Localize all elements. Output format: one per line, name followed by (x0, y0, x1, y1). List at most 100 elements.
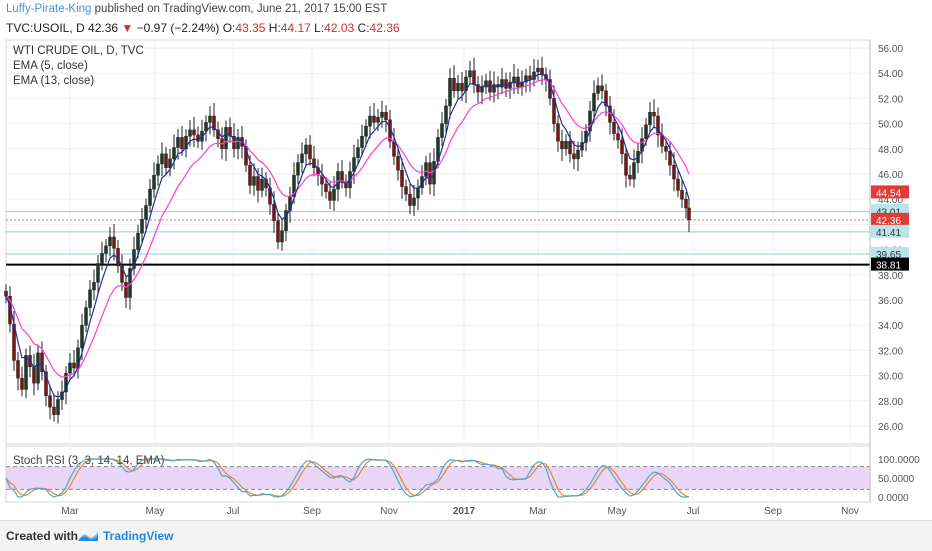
candle-body (256, 176, 260, 191)
open-value: 43.35 (235, 21, 266, 35)
candle-body (176, 137, 180, 148)
candle-body (360, 135, 364, 148)
candle-body (260, 178, 264, 191)
footer-bar: Created with TradingView (0, 520, 932, 551)
candle-body (356, 147, 360, 158)
candle-body (92, 282, 96, 291)
candle-body (592, 93, 596, 112)
candle-body (644, 124, 648, 139)
candle-body (528, 75, 532, 80)
candle-body (328, 191, 332, 201)
y-tick-label: 38.00 (878, 271, 903, 282)
created-with-label: Created with (6, 529, 79, 543)
candle-body (380, 112, 384, 118)
tradingview-brand-link[interactable]: TradingView (103, 529, 174, 543)
candle-body (332, 188, 336, 201)
candle-body (384, 112, 388, 121)
candle-body (452, 77, 456, 92)
candle-body (172, 147, 176, 160)
candle-body (112, 236, 116, 249)
candle-body (96, 263, 100, 283)
close-value: 42.36 (369, 21, 400, 35)
candle-body (80, 324, 84, 349)
x-tick-label: Sep (764, 506, 782, 517)
y-tick-label: 34.00 (878, 321, 903, 332)
candle-body (188, 129, 192, 137)
candle-body (48, 395, 52, 408)
candle-body (136, 232, 140, 250)
candle-body (312, 158, 316, 168)
price-label-text: 42.36 (876, 216, 901, 227)
candle-body (192, 129, 196, 136)
candle-body (124, 282, 128, 298)
y-tick-label: 32.00 (878, 346, 903, 357)
candle-body (64, 372, 68, 393)
y-tick-label: 52.00 (878, 94, 903, 105)
candle-body (368, 115, 372, 127)
x-tick-label: Mar (529, 506, 547, 517)
candle-body (456, 83, 460, 92)
symbol-label: TVC:USOIL, D (6, 21, 85, 35)
candle-body (104, 245, 108, 254)
x-tick-label: May (608, 506, 627, 517)
candle-body (652, 112, 656, 117)
legend-stoch-rsi[interactable]: Stoch RSI (3, 3, 14, 14, EMA) (13, 455, 165, 467)
candle-body (16, 360, 20, 379)
candle-body (132, 249, 136, 269)
candle-body (524, 75, 528, 83)
stoch-rsi-k-line (5, 458, 689, 498)
low-value: 42.03 (324, 21, 355, 35)
x-tick-label: Nov (380, 506, 398, 517)
candle-body (212, 115, 216, 131)
candle-body (160, 153, 164, 165)
x-tick-label: May (146, 506, 165, 517)
candle-body (72, 362, 76, 369)
x-tick-label: Mar (61, 506, 79, 517)
candle-body (272, 203, 276, 221)
candle-body (340, 171, 344, 182)
legend-title: WTI CRUDE OIL, D, TVC (13, 45, 144, 57)
price-label-box (871, 257, 909, 271)
candle-body (672, 164, 676, 180)
candle-body (564, 140, 568, 150)
tradingview-logo-icon[interactable] (77, 529, 99, 548)
price-label-text: 44.54 (876, 188, 901, 199)
candle-body (676, 178, 680, 191)
legend-ema5[interactable]: EMA (5, close) (13, 60, 88, 72)
candle-body (300, 153, 304, 163)
candle-body (308, 144, 312, 160)
price-chart[interactable]: 100.0000 50.0000 0.0000 56.00 54.00 52.00 50.… (0, 0, 932, 520)
y-tick-label: 26.00 (878, 422, 903, 433)
price-label-box (871, 224, 909, 238)
candle-body (620, 139, 624, 155)
candle-body (476, 84, 480, 93)
candle-body (76, 347, 80, 369)
candle-body (612, 122, 616, 134)
candle-body (324, 183, 328, 192)
candle-body (568, 140, 572, 155)
candle-body (516, 76, 520, 88)
candle-body (604, 90, 608, 107)
candle-body (468, 70, 472, 78)
close-label: C: (357, 21, 370, 35)
candle-body (372, 115, 376, 123)
candle-body (480, 86, 484, 93)
candle-body (600, 85, 604, 92)
legend-ema13[interactable]: EMA (13, close) (13, 75, 95, 87)
y-tick-label: 28.00 (878, 397, 903, 408)
candle-body (560, 140, 564, 150)
candle-body (504, 79, 508, 89)
candle-body (392, 140, 396, 157)
stoch-rsi-tick: 100.0000 (878, 455, 920, 466)
author-link[interactable]: Luffy-Pirate-King (6, 3, 92, 15)
candle-body (684, 198, 688, 209)
candle-body (400, 169, 404, 187)
candle-body (396, 156, 400, 171)
ema5-line (5, 73, 690, 398)
candle-body (156, 163, 160, 176)
stoch-rsi-tick: 0.0000 (878, 493, 909, 504)
candle-body (484, 80, 488, 88)
x-tick-label: Nov (841, 506, 859, 517)
price-label-text: 39.65 (876, 250, 901, 261)
high-label: H: (268, 21, 281, 35)
